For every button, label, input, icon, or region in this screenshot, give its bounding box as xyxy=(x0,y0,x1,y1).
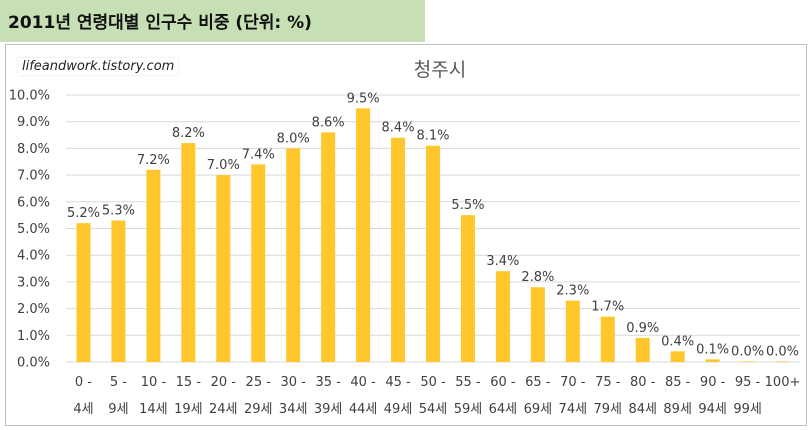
x-tick-label: 99세 xyxy=(733,402,762,417)
bar xyxy=(181,143,196,362)
y-tick-label: 1.0% xyxy=(17,329,50,344)
x-tick-label: 9세 xyxy=(108,402,128,417)
x-tick-label: 89세 xyxy=(663,402,692,417)
x-tick-label: 15 - xyxy=(176,375,202,390)
bar xyxy=(76,223,91,362)
x-tick-label: 65 - xyxy=(525,375,551,390)
bar xyxy=(460,215,475,362)
y-tick-label: 4.0% xyxy=(17,249,50,264)
data-label: 2.8% xyxy=(521,270,554,285)
data-label: 7.0% xyxy=(207,158,240,173)
bar xyxy=(740,361,755,362)
data-label: 5.2% xyxy=(67,206,100,221)
data-label: 3.4% xyxy=(486,254,519,269)
data-label: 9.5% xyxy=(347,91,380,106)
x-tick-label: 0 - xyxy=(75,375,92,390)
x-tick-label: 90 - xyxy=(700,375,726,390)
y-tick-label: 2.0% xyxy=(17,302,50,317)
data-label: 8.1% xyxy=(416,129,449,144)
x-tick-label: 64세 xyxy=(489,402,518,417)
data-label: 0.4% xyxy=(661,334,694,349)
x-tick-label: 69세 xyxy=(524,402,553,417)
bar xyxy=(635,337,650,362)
x-tick-label: 54세 xyxy=(419,402,448,417)
y-tick-label: 10.0% xyxy=(9,89,50,104)
bar xyxy=(670,351,685,362)
x-tick-label: 30 - xyxy=(281,375,307,390)
bar xyxy=(530,287,545,362)
x-tick-label: 39세 xyxy=(314,402,343,417)
bar xyxy=(146,169,161,362)
x-tick-label: 79세 xyxy=(594,402,623,417)
data-label: 5.3% xyxy=(102,203,135,218)
x-tick-label: 70 - xyxy=(560,375,586,390)
x-tick-label: 5 - xyxy=(110,375,127,390)
x-tick-label: 80 - xyxy=(630,375,656,390)
x-tick-label: 74세 xyxy=(559,402,588,417)
y-tick-label: 7.0% xyxy=(17,169,50,184)
data-label: 1.7% xyxy=(591,300,624,315)
bar xyxy=(251,164,266,362)
x-tick-label: 59세 xyxy=(454,402,483,417)
x-tick-label: 44세 xyxy=(349,402,378,417)
x-tick-label: 50 - xyxy=(420,375,446,390)
y-tick-label: 6.0% xyxy=(17,195,50,210)
x-tick-label: 55 - xyxy=(455,375,481,390)
x-tick-label: 19세 xyxy=(174,402,203,417)
bar xyxy=(426,145,440,362)
x-tick-label: 49세 xyxy=(384,402,413,417)
bar xyxy=(495,271,510,362)
data-label: 0.9% xyxy=(626,321,659,336)
bar xyxy=(356,108,371,362)
x-tick-label: 75 - xyxy=(595,375,621,390)
x-tick-label: 14세 xyxy=(139,402,168,417)
watermark-label: lifeandwork.tistory.com xyxy=(18,58,179,75)
y-tick-label: 5.0% xyxy=(17,222,50,237)
y-tick-label: 8.0% xyxy=(17,142,50,157)
x-tick-label: 100+ xyxy=(765,375,801,390)
data-label: 0.0% xyxy=(766,344,799,359)
x-tick-label: 24세 xyxy=(209,402,238,417)
data-label: 8.6% xyxy=(312,115,345,130)
bar xyxy=(600,316,615,362)
y-tick-label: 3.0% xyxy=(17,275,50,290)
data-label: 2.3% xyxy=(556,284,589,299)
data-label: 0.0% xyxy=(731,344,764,359)
x-tick-label: 45 - xyxy=(385,375,411,390)
data-label: 7.2% xyxy=(137,153,170,168)
bar xyxy=(705,359,720,362)
data-label: 8.4% xyxy=(382,121,415,136)
bar xyxy=(775,361,790,362)
chart-title: 청주시 xyxy=(414,59,466,81)
x-tick-label: 94세 xyxy=(698,402,727,417)
data-label: 7.4% xyxy=(242,147,275,162)
bar xyxy=(565,300,580,362)
x-tick-label: 35 - xyxy=(315,375,341,390)
x-tick-label: 25 - xyxy=(246,375,272,390)
y-tick-label: 0.0% xyxy=(17,356,50,371)
data-label: 0.1% xyxy=(696,342,729,357)
x-tick-label: 4세 xyxy=(73,402,93,417)
x-tick-label: 34세 xyxy=(279,402,308,417)
bar xyxy=(321,132,336,362)
header-bar: 2011년 연령대별 인구수 비중 (단위: %) xyxy=(0,0,425,42)
x-tick-label: 60 - xyxy=(490,375,516,390)
x-tick-label: 40 - xyxy=(350,375,376,390)
data-label: 8.2% xyxy=(172,126,205,141)
x-tick-label: 84세 xyxy=(628,402,657,417)
bar xyxy=(286,148,301,362)
x-tick-label: 95 - xyxy=(735,375,761,390)
x-tick-label: 85 - xyxy=(665,375,691,390)
x-tick-label: 20 - xyxy=(211,375,237,390)
data-label: 8.0% xyxy=(277,131,310,146)
bar xyxy=(216,175,231,362)
data-label: 5.5% xyxy=(451,198,484,213)
x-tick-label: 10 - xyxy=(141,375,167,390)
bar xyxy=(111,220,126,362)
x-tick-label: 29세 xyxy=(244,402,273,417)
bar xyxy=(391,137,406,362)
header-title: 2011년 연령대별 인구수 비중 (단위: %) xyxy=(8,13,312,33)
y-tick-label: 9.0% xyxy=(17,115,50,130)
